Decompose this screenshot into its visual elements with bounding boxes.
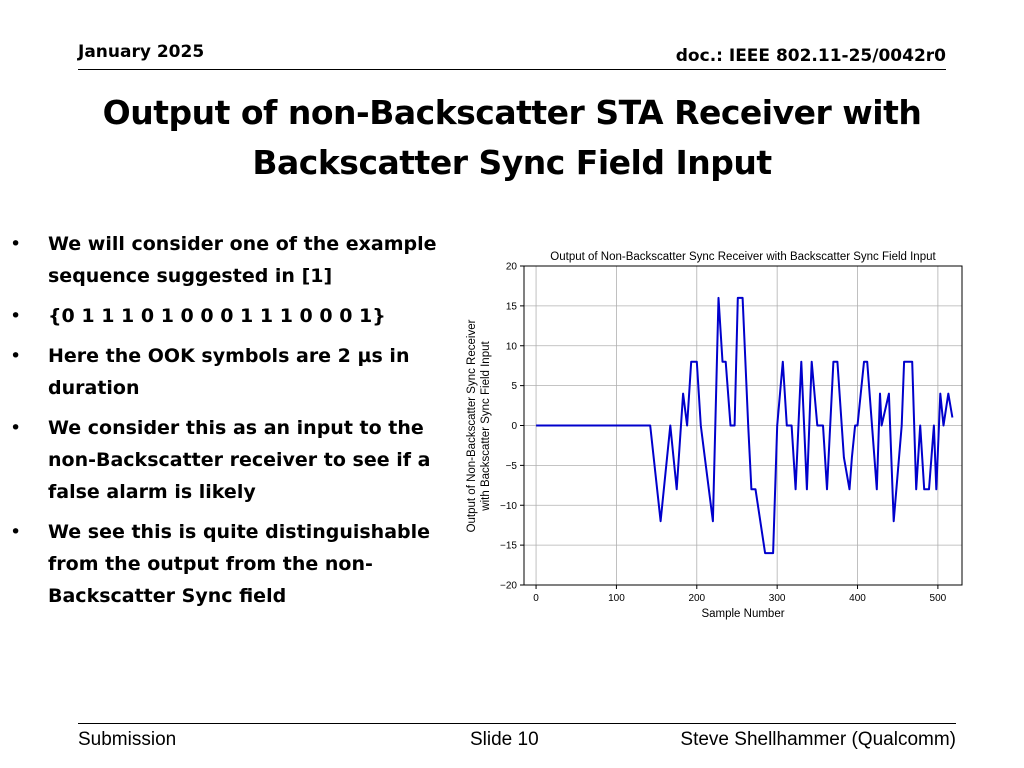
header-doc-id: doc.: IEEE 802.11-25/0042r0	[675, 46, 946, 66]
bullet-item: • We will consider one of the example seq…	[0, 228, 445, 292]
bullet-text: We consider this as an input to the non-…	[48, 417, 431, 503]
y-tick-label: 20	[506, 262, 518, 273]
chart-title: Output of Non-Backscatter Sync Receiver …	[550, 251, 936, 263]
x-axis-label: Sample Number	[701, 608, 784, 620]
bullet-list: • We will consider one of the example seq…	[0, 228, 445, 620]
x-tick-label: 400	[849, 593, 866, 604]
y-axis-label-line-1: Output of Non-Backscatter Sync Receiver	[466, 319, 478, 532]
bullet-item: • {0 1 1 1 0 1 0 0 0 1 1 1 0 0 0 1}	[0, 300, 445, 332]
slide-title-line-2: Backscatter Sync Field Input	[252, 143, 772, 182]
data-line	[536, 296, 954, 555]
bullet-glyph: •	[10, 345, 22, 367]
x-tick-label: 200	[688, 593, 705, 604]
bullet-glyph: •	[10, 233, 22, 255]
header-rule	[78, 69, 946, 70]
y-tick-label: −5	[506, 461, 518, 472]
y-tick-label: −10	[500, 501, 517, 512]
footer-author: Steve Shellhammer (Qualcomm)	[680, 729, 956, 750]
bullet-text: We see this is quite distinguishable fro…	[48, 521, 431, 607]
footer-submission: Submission	[78, 729, 177, 750]
x-tick-label: 0	[533, 593, 539, 604]
bullet-item: • Here the OOK symbols are 2 µs in durati…	[0, 340, 445, 404]
chart-container: Output of Non-Backscatter Sync Receiver …	[460, 246, 980, 626]
y-tick-label: 15	[506, 301, 518, 312]
x-tick-label: 100	[608, 593, 625, 604]
x-tick-label: 500	[930, 593, 947, 604]
y-tick-label: 5	[511, 381, 517, 392]
bullet-text: We will consider one of the example sequ…	[48, 233, 437, 287]
bullet-item: • We consider this as an input to the non…	[0, 412, 445, 508]
y-tick-label: 0	[511, 421, 517, 432]
y-axis: 20 15 10 5 0 −5 −10 −15 −20	[500, 262, 524, 592]
x-tick-label: 300	[769, 593, 786, 604]
bullet-glyph: •	[10, 305, 22, 327]
x-axis: 0 100 200 300 400 500	[533, 585, 947, 604]
bullet-item: • We see this is quite distinguishable fr…	[0, 516, 445, 612]
y-tick-label: −20	[500, 581, 517, 592]
bullet-text: Here the OOK symbols are 2 µs in duratio…	[48, 345, 410, 399]
chart-svg: Output of Non-Backscatter Sync Receiver …	[466, 251, 963, 620]
bullet-text: {0 1 1 1 0 1 0 0 0 1 1 1 0 0 0 1}	[48, 305, 386, 327]
bullet-glyph: •	[10, 417, 22, 439]
bullet-glyph: •	[10, 521, 22, 543]
y-axis-label-line-2: with Backscatter Sync Field Input	[480, 341, 492, 512]
slide-title: Output of non-Backscatter STA Receiver w…	[60, 88, 964, 188]
header-date: January 2025	[78, 42, 205, 62]
slide-title-line-1: Output of non-Backscatter STA Receiver w…	[102, 93, 922, 132]
y-tick-label: −15	[500, 541, 517, 552]
footer-slide-number: Slide 10	[470, 729, 539, 750]
y-tick-label: 10	[506, 341, 518, 352]
footer-rule	[78, 723, 956, 724]
